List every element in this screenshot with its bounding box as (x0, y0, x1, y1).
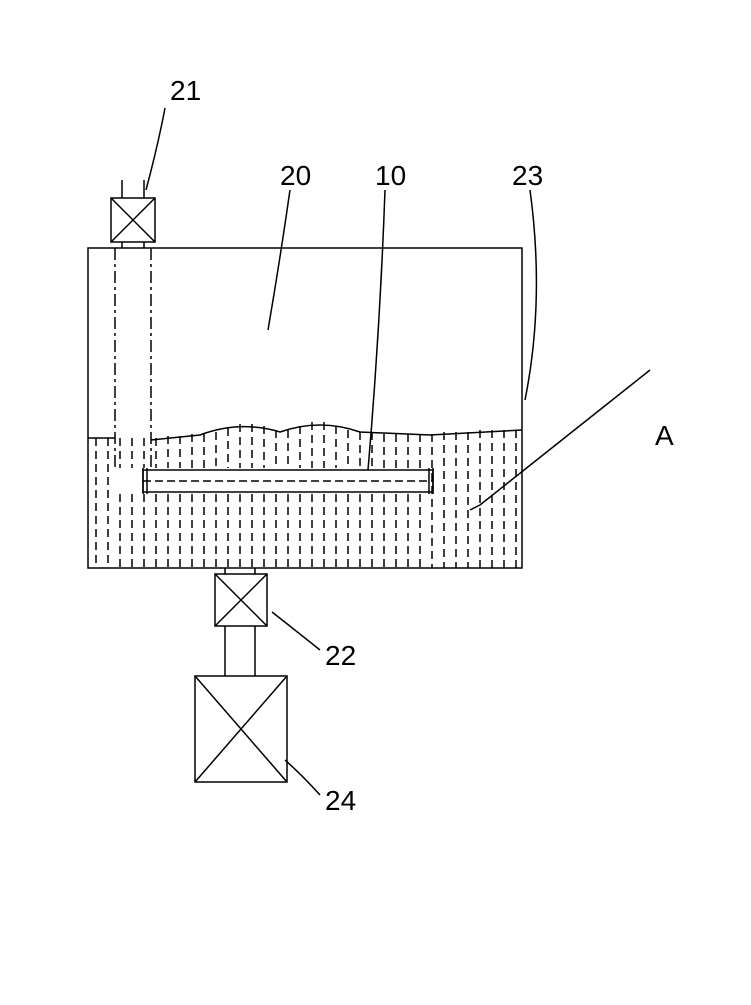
label-20: 20 (280, 160, 311, 192)
label-21: 21 (170, 75, 201, 107)
label-24: 24 (325, 785, 356, 817)
label-23: 23 (512, 160, 543, 192)
leader-24 (285, 760, 320, 795)
tank-outline (88, 248, 522, 568)
liquid-hatching (88, 422, 522, 568)
leader-10 (368, 190, 385, 470)
label-22: 22 (325, 640, 356, 672)
diagram-svg (0, 0, 751, 1000)
leader-20 (268, 190, 290, 330)
leader-23 (525, 190, 536, 400)
label-A: A (655, 420, 674, 452)
label-10: 10 (375, 160, 406, 192)
leader-21 (146, 108, 165, 190)
technical-diagram: 21 20 10 23 A 22 24 (0, 0, 751, 1000)
leader-22 (272, 612, 320, 650)
leader-A (480, 370, 650, 505)
